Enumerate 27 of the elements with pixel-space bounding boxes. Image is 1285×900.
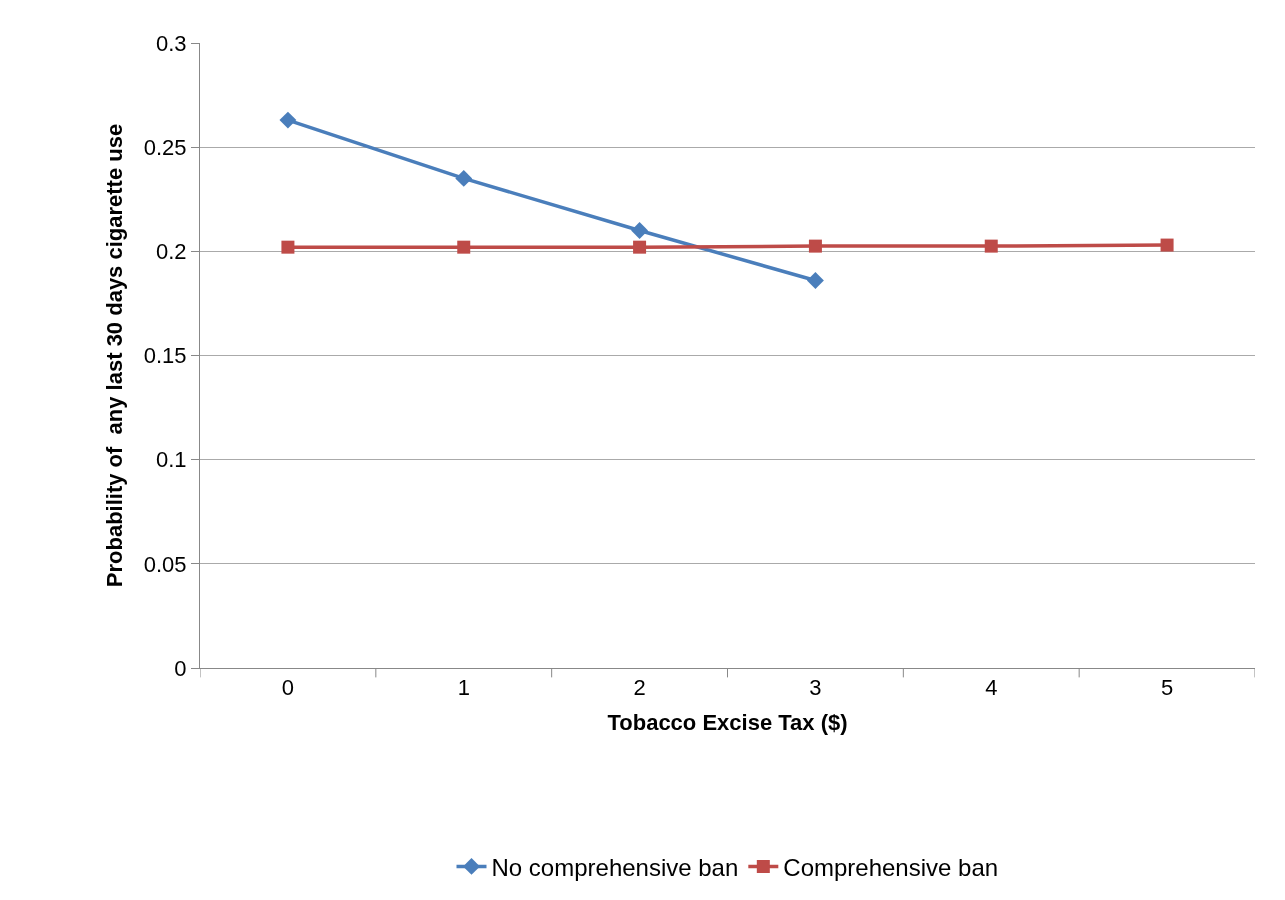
x-tick-label: 4 bbox=[985, 675, 998, 701]
point bbox=[808, 239, 822, 253]
point bbox=[806, 272, 824, 289]
x-tick-label: 5 bbox=[1160, 675, 1174, 701]
x-axis-title: Tobacco Excise Tax ($) bbox=[607, 710, 848, 736]
x-tick-label: 3 bbox=[809, 675, 822, 701]
y-tick-label: 0.15 bbox=[143, 343, 187, 369]
point bbox=[633, 240, 647, 254]
point bbox=[281, 240, 295, 254]
y-tick-label: 0.1 bbox=[156, 447, 187, 473]
point bbox=[1160, 238, 1174, 252]
y-tick-label: 0.3 bbox=[156, 30, 187, 56]
point bbox=[984, 239, 998, 253]
legend-label: No comprehensive ban bbox=[491, 853, 739, 881]
y-tick-label: 0.25 bbox=[143, 134, 187, 160]
x-tick-label: 2 bbox=[633, 675, 646, 701]
x-tick-label: 1 bbox=[457, 675, 470, 701]
y-tick-label: 0.05 bbox=[143, 551, 187, 577]
x-tick-label: 0 bbox=[281, 675, 295, 701]
y-tick-label: 0.2 bbox=[156, 239, 187, 265]
legend-label: Comprehensive ban bbox=[783, 853, 999, 881]
y-tick-label: 0 bbox=[174, 655, 187, 681]
point bbox=[457, 240, 471, 254]
point bbox=[455, 169, 473, 187]
point bbox=[279, 111, 297, 129]
point bbox=[631, 222, 649, 239]
y-axis-title: Probability of any last 30 days cigarette use bbox=[101, 123, 127, 588]
